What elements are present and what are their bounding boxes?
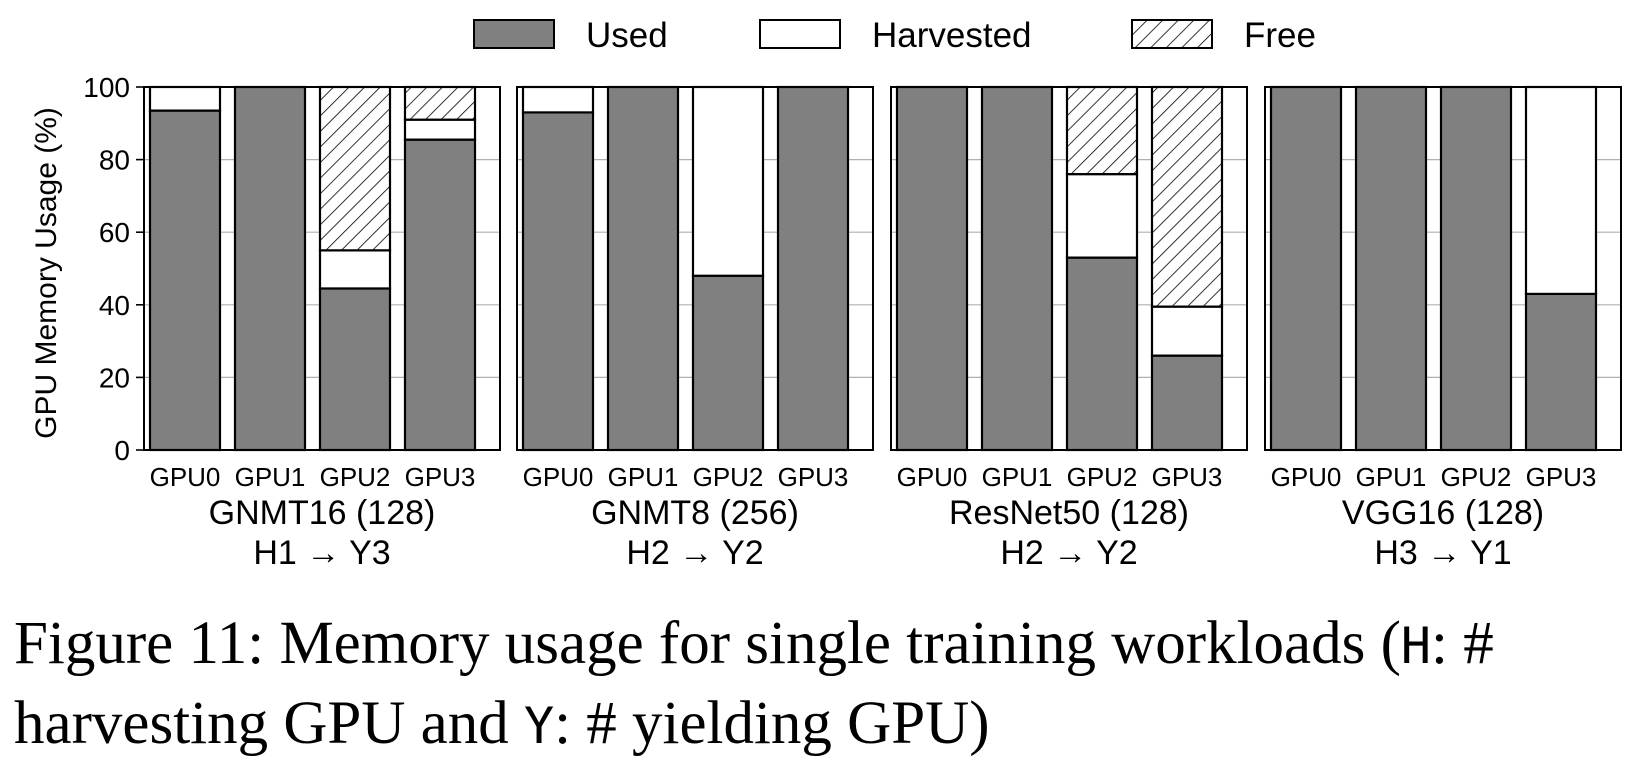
x-tick-label: GPU3 [1152,462,1223,492]
panel-subtitle: H1 → Y3 [253,534,390,572]
panel-title: VGG16 (128) [1342,494,1544,532]
legend-swatch-harvested [759,19,841,49]
bar-gpu2-harvested [1065,173,1139,259]
legend-label-free: Free [1244,16,1316,55]
legend-swatch-free [1131,19,1213,49]
bar-gpu2-used [1065,256,1139,452]
bar-gpu2-harvested [318,249,392,290]
y-axis-ticks: 0 20 40 60 80 100 [83,72,144,466]
figure-caption: Figure 11: Memory usage for single train… [14,605,1629,765]
bar-gpu1-used [233,85,307,452]
x-tick-label: GPU1 [982,462,1053,492]
panel-subtitle: H2 → Y2 [626,534,763,572]
panel-subtitle: H2 → Y2 [1000,534,1137,572]
memory-usage-chart: Used Harvested Free GPU Memory Usage (%) 0… [30,16,1622,572]
x-tick-label: GPU2 [1441,462,1512,492]
bar-gpu2-free [1065,85,1139,176]
caption-code-y: Y [523,697,555,755]
panel-frame [143,86,501,451]
panel-title: GNMT8 (256) [591,494,799,532]
x-tick-label: GPU1 [608,462,679,492]
x-tick-label: GPU0 [1271,462,1342,492]
x-tick-label: GPU2 [320,462,391,492]
x-tick-label: GPU0 [897,462,968,492]
legend-swatch-used [473,19,555,49]
bar-gpu2-used [318,287,392,452]
panel-frame [516,86,874,451]
y-tick-label: 0 [114,435,130,466]
caption-code-h: H [1400,617,1432,675]
bar-gpu3-harvested [1150,305,1224,357]
panel-title: GNMT16 (128) [209,494,436,532]
x-tick-label: GPU3 [778,462,849,492]
caption-part1: Figure 11: Memory usage for single train… [14,610,1401,677]
x-tick-label: GPU2 [693,462,764,492]
caption-part2: : # harvesting GPU and [14,610,1494,757]
legend-label-harvested: Harvested [872,16,1032,55]
bar-gpu3-used [403,138,477,452]
legend-label-used: Used [586,16,668,55]
bar-gpu1-used [606,85,680,452]
bar-gpu2-free [318,85,392,252]
bar-gpu0-used [148,109,222,452]
caption-part3: : # yielding GPU) [554,690,990,757]
bar-gpu3-used [776,85,850,452]
bar-gpu3-used [1524,292,1598,452]
panel-frame [890,86,1248,451]
bar-gpu2-harvested [691,85,765,277]
panel-subtitle: H3 → Y1 [1374,534,1511,572]
bar-gpu3-harvested [1524,85,1598,296]
y-tick-label: 100 [83,72,130,103]
bar-gpu0-used [1269,85,1343,452]
bar-gpu2-used [691,274,765,452]
bar-gpu2-used [1439,85,1513,452]
y-tick-label: 60 [99,217,130,248]
x-tick-label: GPU1 [1356,462,1427,492]
x-tick-label: GPU2 [1067,462,1138,492]
bar-gpu3-harvested [403,118,477,141]
x-tick-label: GPU1 [235,462,306,492]
y-tick-label: 80 [99,145,130,176]
x-tick-label: GPU3 [405,462,476,492]
bar-gpu0-harvested [521,85,595,114]
y-tick-label: 40 [99,290,130,321]
y-tick-label: 20 [99,362,130,393]
legend: Used Harvested Free [473,16,1316,55]
bar-gpu0-harvested [148,85,222,112]
x-tick-label: GPU0 [523,462,594,492]
bar-gpu3-free [1150,85,1224,308]
bar-gpu1-used [1354,85,1428,452]
bar-gpu1-used [980,85,1054,452]
bar-gpu3-used [1150,354,1224,452]
panel-frame [1264,86,1622,451]
x-tick-label: GPU0 [150,462,221,492]
panel-title: ResNet50 (128) [949,494,1189,532]
bar-gpu0-used [895,85,969,452]
bar-gpu0-used [521,111,595,452]
y-axis-label: GPU Memory Usage (%) [30,107,63,439]
x-tick-label: GPU3 [1526,462,1597,492]
bar-gpu3-free [403,85,477,121]
